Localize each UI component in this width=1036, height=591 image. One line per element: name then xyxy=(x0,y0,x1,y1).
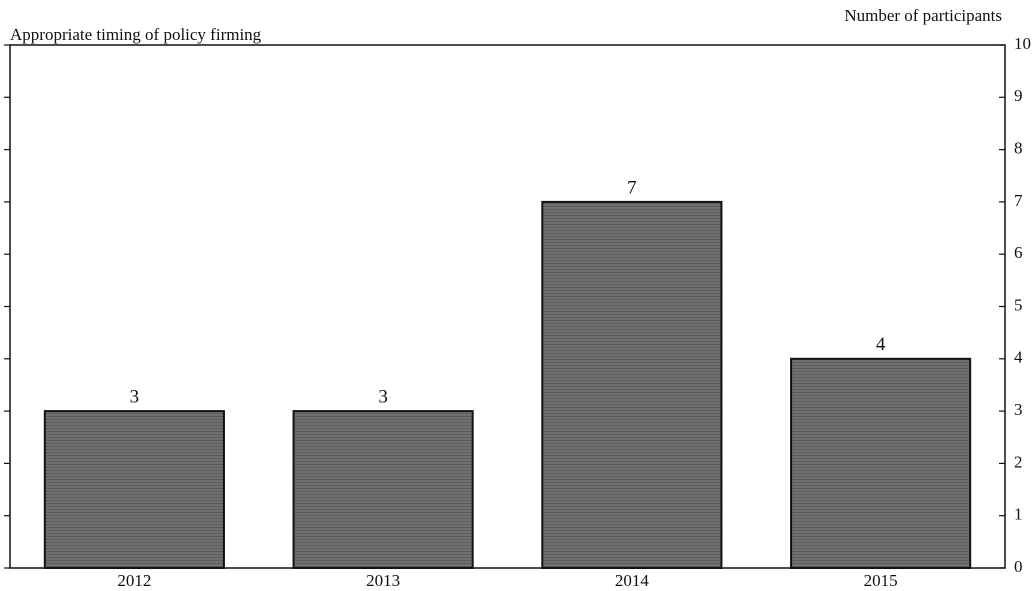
y-tick-label: 6 xyxy=(1014,243,1023,262)
y-tick-label: 1 xyxy=(1014,505,1023,524)
x-tick-label: 2013 xyxy=(366,571,400,590)
chart-title: Appropriate timing of policy firming xyxy=(10,25,262,44)
y-tick-label: 2 xyxy=(1014,452,1023,471)
y-tick-label: 7 xyxy=(1014,191,1023,210)
y-tick-label: 10 xyxy=(1014,34,1031,53)
bar-texture xyxy=(543,202,721,567)
bar-texture xyxy=(792,359,970,567)
value-label: 4 xyxy=(876,334,886,355)
y-tick-label: 3 xyxy=(1014,400,1023,419)
value-label: 3 xyxy=(378,386,388,407)
y-tick-label: 4 xyxy=(1014,348,1023,367)
bar-texture xyxy=(294,412,472,567)
bar-texture xyxy=(45,412,223,567)
y-tick-label: 9 xyxy=(1014,86,1023,105)
x-tick-label: 2014 xyxy=(615,571,650,590)
x-tick-label: 2015 xyxy=(864,571,898,590)
y-tick-label: 0 xyxy=(1014,557,1023,576)
y-tick-label: 8 xyxy=(1014,139,1023,158)
y-tick-label: 5 xyxy=(1014,295,1023,314)
x-tick-label: 2012 xyxy=(117,571,151,590)
value-label: 7 xyxy=(627,177,637,198)
value-label: 3 xyxy=(130,386,140,407)
y-axis-label: Number of participants xyxy=(844,6,1002,25)
